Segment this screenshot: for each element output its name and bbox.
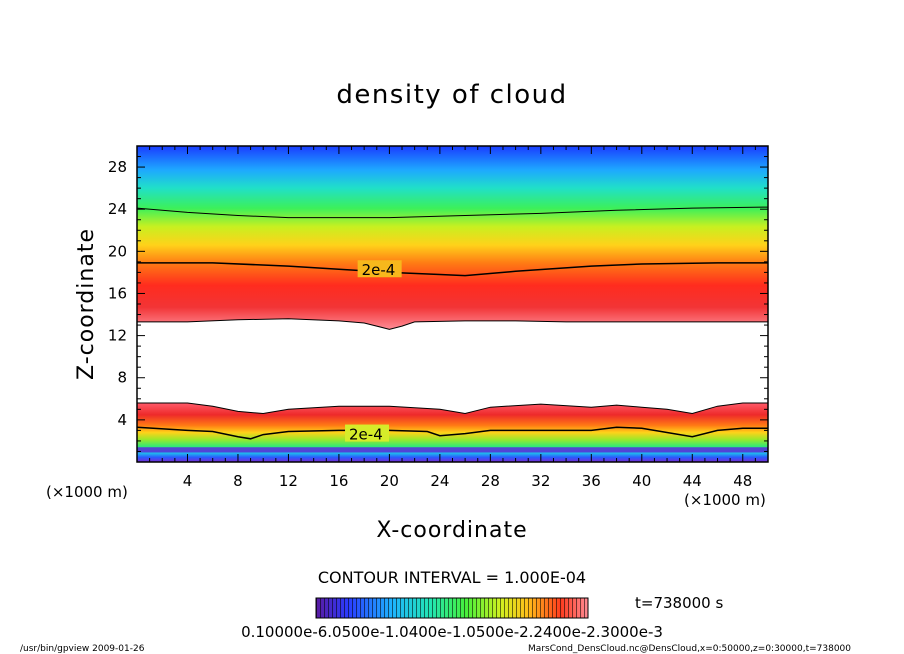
colorbar bbox=[315, 597, 589, 619]
x-tick-label: 16 bbox=[329, 472, 348, 490]
upper-contour-2e-4 bbox=[137, 262, 768, 277]
x-tick-label: 32 bbox=[531, 472, 550, 490]
y-axis-ticks: 4 8 12 16 20 24 28 bbox=[108, 156, 768, 452]
y-tick-label: 12 bbox=[108, 327, 127, 345]
x-tick-label: 48 bbox=[733, 472, 752, 490]
y-tick-label: 28 bbox=[108, 158, 127, 176]
x-tick-label: 20 bbox=[380, 472, 399, 490]
surface-layer bbox=[137, 447, 768, 453]
contour-label: 2e-4 bbox=[349, 426, 383, 444]
upper-band-edge-contour bbox=[137, 318, 768, 330]
footer-left: /usr/bin/gpview 2009-01-26 bbox=[20, 644, 145, 654]
y-tick-label: 24 bbox=[108, 200, 127, 218]
y-tick-label: 8 bbox=[117, 369, 127, 387]
footer-right: MarsCond_DensCloud.nc@DensCloud,x=0:5000… bbox=[528, 644, 851, 654]
y-tick-label: 20 bbox=[108, 242, 127, 260]
x-tick-label: 44 bbox=[683, 472, 702, 490]
x-tick-label: 24 bbox=[430, 472, 449, 490]
y-tick-label: 4 bbox=[117, 411, 127, 429]
lower-band-edge-contour bbox=[137, 402, 768, 415]
upper-cloud-band bbox=[137, 146, 768, 330]
x-unit-right: (×1000 m) bbox=[684, 491, 766, 509]
contour-label-bg bbox=[345, 424, 390, 442]
y-axis-label: Z-coordinate bbox=[74, 228, 99, 380]
contour-label-bg bbox=[357, 260, 402, 278]
x-tick-label: 40 bbox=[632, 472, 651, 490]
x-unit-left: (×1000 m) bbox=[46, 483, 128, 501]
x-tick-label: 12 bbox=[279, 472, 298, 490]
chart-title: density of cloud bbox=[336, 80, 567, 110]
x-tick-label: 4 bbox=[183, 472, 193, 490]
time-stamp: t=738000 s bbox=[635, 594, 723, 612]
x-tick-label: 8 bbox=[233, 472, 243, 490]
x-tick-label: 28 bbox=[481, 472, 500, 490]
upper-contour-top bbox=[137, 206, 768, 219]
x-axis-ticks: 4 8 12 16 20 24 28 32 36 40 44 48 bbox=[149, 146, 756, 490]
colorbar-tick-labels: 0.10000e-6.0500e-1.0400e-1.0500e-2.2400e… bbox=[241, 623, 663, 641]
lower-cloud-band bbox=[137, 403, 768, 462]
x-axis-label: X-coordinate bbox=[376, 518, 527, 543]
lower-contour-2e-4 bbox=[137, 426, 768, 440]
y-tick-label: 16 bbox=[108, 284, 127, 302]
contour-label: 2e-4 bbox=[362, 261, 396, 279]
x-tick-label: 36 bbox=[582, 472, 601, 490]
contour-interval-note: CONTOUR INTERVAL = 1.000E-04 bbox=[318, 568, 586, 587]
